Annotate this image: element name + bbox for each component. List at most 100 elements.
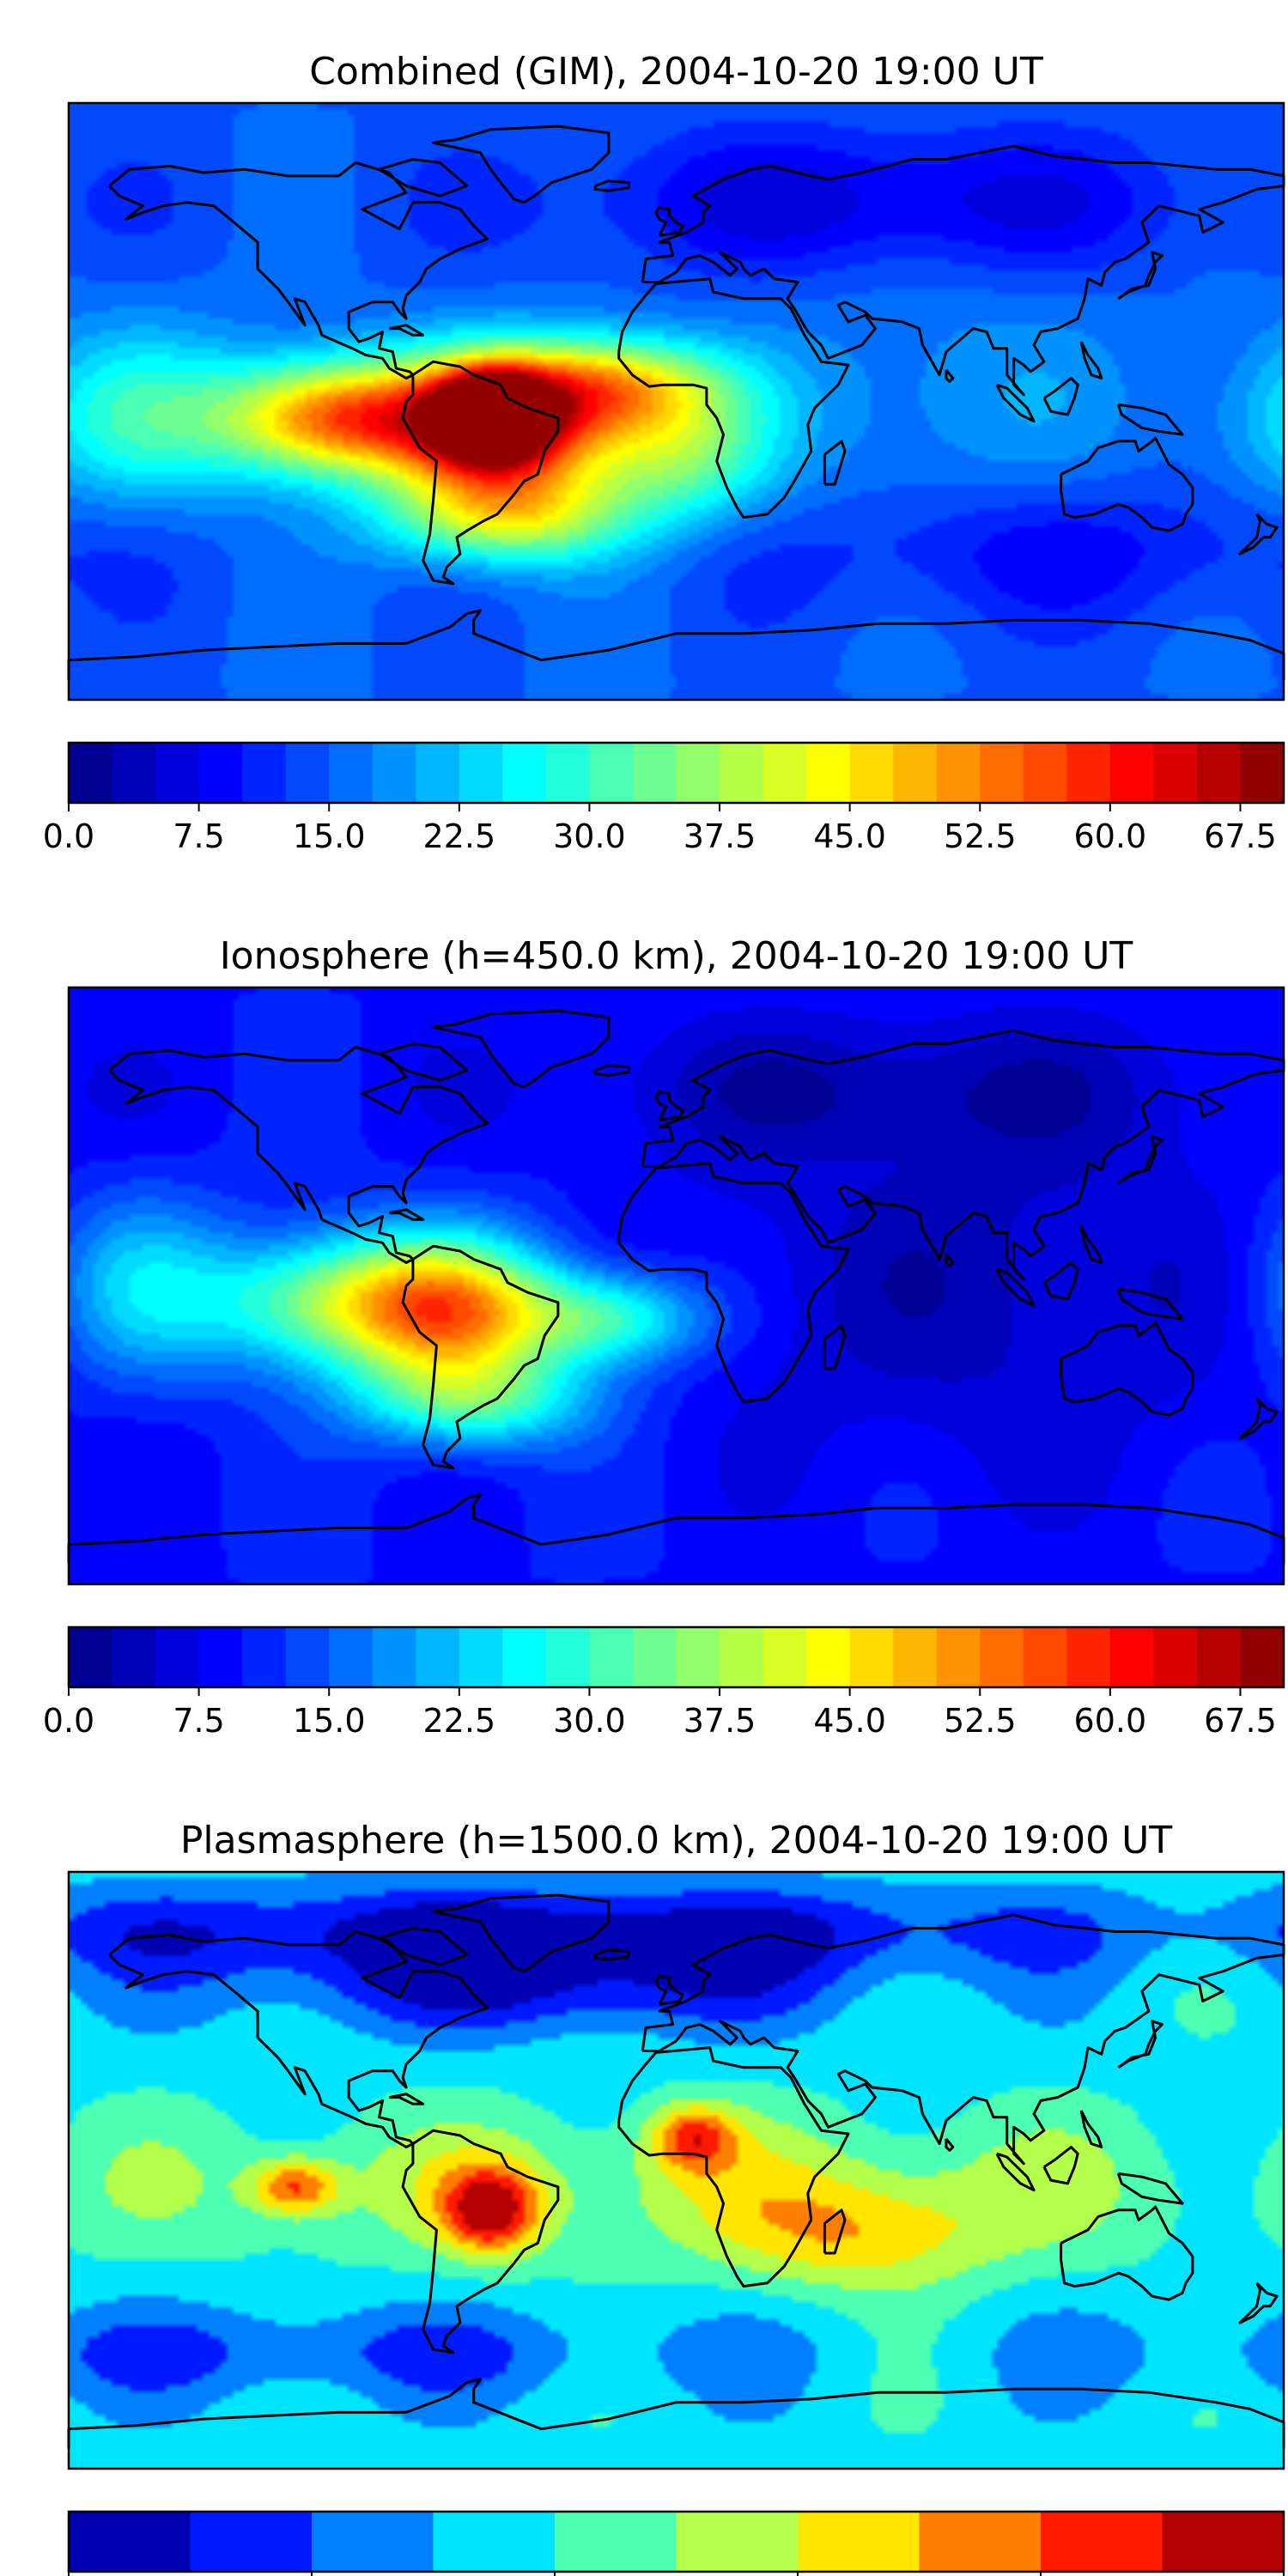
colorbar-tick-label: 37.5	[683, 817, 756, 855]
coastline-newZealand	[1238, 1397, 1279, 1440]
colorbar-segment	[589, 743, 634, 803]
colorbar-tick-label: 60.0	[1074, 817, 1147, 855]
colorbar-segment	[545, 743, 591, 803]
coastlines	[67, 1893, 1285, 2449]
colorbar-tick-label: 0.0	[43, 1702, 94, 1740]
coastline-africa	[617, 2046, 850, 2288]
coastline-greenland	[432, 1009, 611, 1089]
colorbar-segment	[69, 2512, 191, 2572]
coastline-southAmerica	[401, 2129, 560, 2354]
colorbar-frame	[67, 2510, 1285, 2573]
colorbar-segment	[1066, 1627, 1111, 1687]
colorbar-tick-label: 15.0	[293, 817, 366, 855]
colorbar-segment	[720, 743, 764, 803]
coastline-britain	[654, 206, 684, 237]
coastline-sumatra	[995, 1267, 1036, 1308]
colorbar-segment	[1023, 743, 1067, 803]
colorbar: 0510152025	[67, 2510, 1285, 2576]
coastlines	[67, 1009, 1285, 1564]
colorbar-segment	[112, 1627, 156, 1687]
colorbar-segment	[372, 743, 416, 803]
map-frame	[67, 986, 1285, 1586]
colorbar-segment	[1196, 743, 1242, 803]
coastline-antarctica	[67, 1493, 1285, 1564]
colorbar-segment	[155, 1627, 200, 1687]
colorbar-segment	[632, 1627, 677, 1687]
colorbar-segment	[849, 743, 894, 803]
coastline-sriLanka	[945, 368, 955, 383]
colorbar-tick-label: 67.5	[1204, 817, 1277, 855]
colorbar: 0.0 7.5 15.0 22.5 30.0 37.5 45.0 52.5 60.0 67.5	[43, 741, 1285, 855]
colorbar-segment	[416, 1627, 460, 1687]
colorbar-segment	[806, 1627, 851, 1687]
coastline-newGuinea	[1116, 2172, 1184, 2205]
colorbar-segment	[1240, 1627, 1285, 1687]
colorbar-segment	[459, 1627, 503, 1687]
colorbar-segment	[676, 2512, 799, 2572]
coastline-baffin	[378, 1927, 469, 1966]
colorbar-segment	[198, 743, 243, 803]
colorbar-segment	[676, 1627, 720, 1687]
coastline-northAmerica	[108, 1046, 489, 1264]
map-frame	[67, 1870, 1285, 2470]
coastline-cuba	[389, 2093, 425, 2105]
coastline-iceland	[593, 179, 630, 192]
coastline-australia	[1060, 2205, 1194, 2301]
colorbar-segment	[806, 743, 851, 803]
colorbar-segment	[676, 743, 720, 803]
coastline-philippines	[1079, 341, 1103, 380]
colorbar-segment	[1153, 1627, 1198, 1687]
colorbar-frame	[67, 1625, 1285, 1689]
colorbar-segment	[285, 743, 330, 803]
coastline-antarctica	[67, 2378, 1285, 2449]
colorbar-segment	[1109, 1627, 1154, 1687]
colorbar-segment	[1240, 743, 1285, 803]
coastline-greenland	[432, 1893, 611, 1973]
coastline-antarctica	[67, 609, 1285, 680]
colorbar-segment	[762, 743, 807, 803]
colorbar-segment	[329, 1627, 374, 1687]
coastline-baffin	[378, 158, 469, 197]
colorbar-tick-label: 7.5	[173, 817, 224, 855]
colorbar-tick-label: 45.0	[813, 817, 886, 855]
coastlines	[67, 125, 1285, 680]
panel-2: Ionosphere (h=450.0 km), 2004-10-20 19:0…	[43, 934, 1285, 1740]
coastline-iceland	[593, 1064, 630, 1077]
colorbar-segment	[980, 1627, 1024, 1687]
coastline-greenland	[432, 125, 611, 204]
coastline-borneo	[1042, 1261, 1079, 1301]
colorbar-tick-label: 52.5	[944, 817, 1017, 855]
colorbar-segment	[190, 2512, 313, 2572]
colorbar-segment	[242, 743, 287, 803]
panel-1: Combined (GIM), 2004-10-20 19:00 UT 0.0 7.…	[43, 50, 1285, 855]
coastline-sriLanka	[945, 1253, 955, 1267]
colorbar-segment	[329, 743, 374, 803]
colorbar-segment	[1066, 743, 1111, 803]
colorbar-segment	[919, 2512, 1042, 2572]
colorbar-segment	[312, 2512, 434, 2572]
colorbar-tick-label: 0.0	[43, 817, 94, 855]
coastline-philippines	[1079, 1225, 1103, 1264]
panel-title: Ionosphere (h=450.0 km), 2004-10-20 19:0…	[220, 934, 1133, 978]
colorbar-segment	[936, 1627, 981, 1687]
colorbar-segment	[1109, 743, 1154, 803]
colorbar-tick-label: 60.0	[1074, 1702, 1147, 1740]
colorbar-tick-label: 45.0	[813, 1702, 886, 1740]
colorbar-segment	[1162, 2512, 1285, 2572]
coastline-baffin	[378, 1042, 469, 1082]
coastline-sumatra	[995, 2152, 1036, 2192]
coastline-southAmerica	[401, 360, 560, 586]
colorbar-tick-label: 30.0	[553, 817, 626, 855]
colorbar-segment	[936, 743, 981, 803]
coastline-britain	[654, 1975, 684, 2006]
contour-field	[69, 103, 1284, 700]
coastline-newGuinea	[1116, 1287, 1184, 1321]
colorbar-tick-label: 7.5	[173, 1702, 224, 1740]
contour-field	[69, 1872, 1284, 2469]
colorbar-segment	[849, 1627, 894, 1687]
colorbar-segment	[112, 743, 156, 803]
coastline-borneo	[1042, 377, 1079, 416]
colorbar-segment	[555, 2512, 677, 2572]
colorbar-segment	[1041, 2512, 1163, 2572]
